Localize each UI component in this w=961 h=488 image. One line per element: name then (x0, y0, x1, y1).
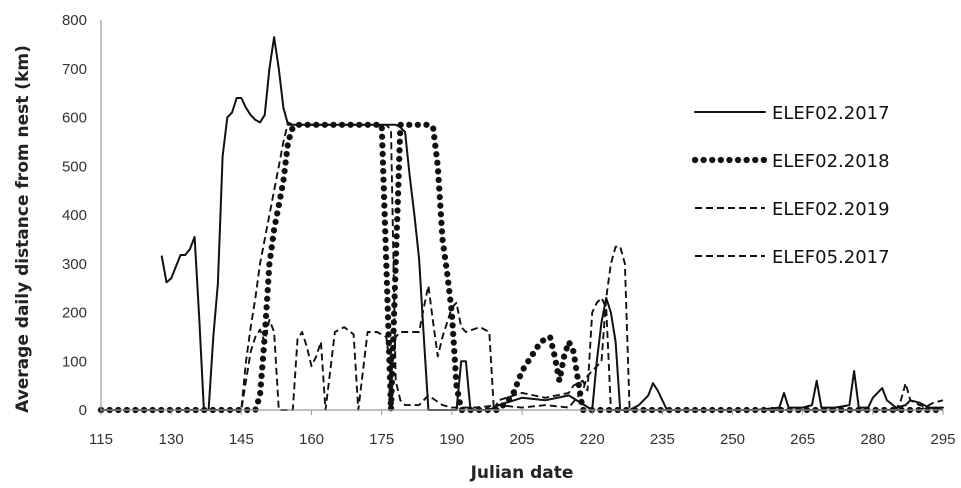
y-tick-label: 800 (62, 12, 87, 29)
y-tick-label: 400 (62, 207, 87, 224)
y-tick-label: 700 (62, 61, 87, 78)
y-axis-ticks: 0 100 200 300 400 500 600 700 800 (62, 12, 87, 419)
y-tick-label: 200 (62, 305, 87, 322)
y-tick-label: 500 (62, 158, 87, 175)
plot-area (97, 36, 947, 414)
y-tick-label: 300 (62, 256, 87, 273)
x-tick-label: 130 (159, 431, 184, 448)
x-tick-label: 220 (580, 431, 605, 448)
x-tick-label: 250 (720, 431, 745, 448)
x-tick-label: 205 (509, 431, 534, 448)
series-line-elef02-2019 (101, 284, 944, 411)
y-tick-label: 600 (62, 110, 87, 127)
x-tick-label: 115 (89, 431, 113, 448)
legend: ELEF02.2017 ELEF02.2018 ELEF02.2019 ELEF05.… (691, 103, 890, 268)
x-tick-label: 175 (369, 431, 394, 448)
legend-label: ELEF05.2017 (772, 247, 890, 268)
y-axis-title: Average daily distance from nest (km) (13, 45, 33, 413)
x-tick-label: 235 (650, 431, 675, 448)
y-tick-label: 100 (62, 353, 87, 370)
x-tick-label: 190 (439, 431, 464, 448)
x-tick-label: 160 (299, 431, 324, 448)
y-tick-label: 0 (79, 402, 87, 419)
x-tick-label: 265 (790, 431, 815, 448)
legend-label: ELEF02.2019 (772, 199, 890, 220)
legend-label: ELEF02.2018 (772, 151, 890, 172)
x-tick-label: 145 (229, 431, 254, 448)
x-tick-label: 295 (930, 431, 955, 448)
x-axis-ticks: 115 130 145 160 175 190 205 220 235 250 265 280 295 (89, 410, 956, 448)
x-axis-title: Julian date (470, 463, 574, 483)
x-tick-label: 280 (860, 431, 885, 448)
legend-label: ELEF02.2017 (772, 103, 890, 124)
